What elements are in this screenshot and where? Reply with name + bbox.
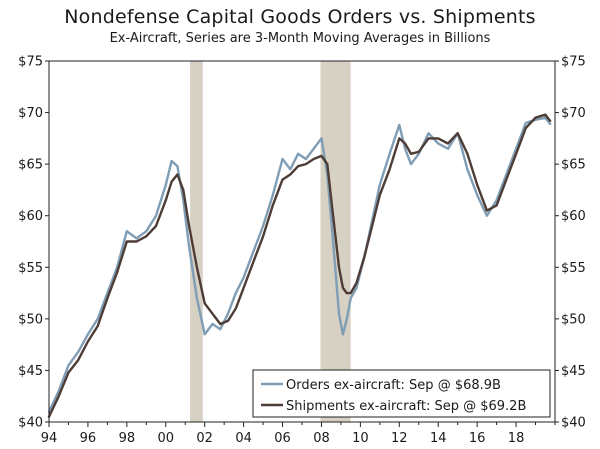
y-axis-right: $40 $45 $50 $55 $60 $65 $70 $75: [555, 55, 586, 431]
y-tick-label-right: $70: [561, 106, 586, 121]
recession-band-1: [190, 61, 203, 422]
y-axis-left: $40 $45 $50 $55 $60 $65 $70 $75: [18, 55, 49, 431]
x-tick-label: 02: [196, 431, 213, 446]
x-tick-label: 16: [469, 431, 486, 446]
x-tick-label: 06: [274, 431, 291, 446]
legend-label-1: Orders ex-aircraft: Sep @ $68.9B: [286, 378, 501, 393]
y-tick-label-right: $45: [561, 364, 586, 379]
chart-title: Nondefense Capital Goods Orders vs. Ship…: [64, 6, 536, 28]
y-tick-label-left: $55: [18, 261, 43, 276]
legend: Orders ex-aircraft: Sep @ $68.9B Shipment…: [252, 369, 551, 418]
y-tick-label-right: $60: [561, 209, 586, 224]
series-lines: [47, 113, 552, 418]
y-tick-label-right: $75: [561, 55, 586, 70]
orders-line: [47, 116, 552, 413]
x-tick-label: 08: [313, 431, 330, 446]
x-tick-label: 04: [235, 431, 252, 446]
recession-bands: [190, 61, 351, 422]
legend-label-2: Shipments ex-aircraft: Sep @ $69.2B: [286, 399, 526, 414]
legend-box: [252, 369, 551, 418]
y-tick-label-right: $40: [561, 416, 586, 431]
y-tick-label-left: $65: [18, 158, 43, 173]
x-tick-label: 96: [80, 431, 97, 446]
x-tick-label: 98: [119, 431, 136, 446]
x-tick-label: 18: [508, 431, 525, 446]
x-tick-label: 94: [41, 431, 58, 446]
y-tick-label-right: $50: [561, 312, 586, 327]
x-axis: 94 96 98 00 02 04 06 08 10 12 14 16 18: [41, 422, 556, 446]
x-tick-label: 00: [157, 431, 174, 446]
chart-subtitle: Ex-Aircraft, Series are 3-Month Moving A…: [109, 31, 491, 46]
x-tick-label: 12: [391, 431, 408, 446]
y-tick-label-right: $65: [561, 158, 586, 173]
shipments-line: [47, 113, 552, 418]
y-tick-label-left: $40: [18, 416, 43, 431]
y-tick-label-right: $55: [561, 261, 586, 276]
y-tick-label-left: $50: [18, 312, 43, 327]
y-tick-label-left: $75: [18, 55, 43, 70]
x-tick-label: 10: [352, 431, 369, 446]
x-tick-label: 14: [430, 431, 447, 446]
y-tick-label-left: $45: [18, 364, 43, 379]
y-tick-label-left: $70: [18, 106, 43, 121]
y-tick-label-left: $60: [18, 209, 43, 224]
